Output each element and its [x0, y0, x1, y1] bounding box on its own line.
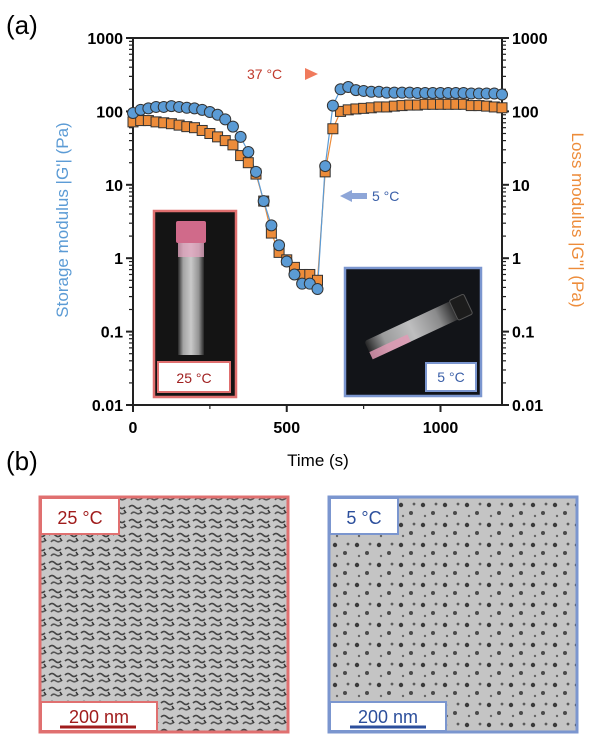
tem-cold-label: 5 °C	[346, 508, 381, 528]
right-y-axis-title: Loss modulus |G''| (Pa)	[568, 133, 587, 308]
annotation-37c: 37 °C	[247, 66, 318, 82]
vial-cap	[176, 221, 206, 243]
x-tick-label: 1000	[423, 420, 459, 437]
storage-modulus-point	[319, 160, 332, 173]
vial-body	[178, 243, 204, 355]
left-y-axis-title: Storage modulus |G'| (Pa)	[53, 122, 72, 317]
y-tick-label-right: 100	[512, 104, 539, 121]
loss-modulus-points	[127, 98, 508, 286]
x-axis-title: Time (s)	[287, 451, 349, 470]
y-tick-label-right: 0.1	[512, 325, 534, 342]
tem-warm-frame	[38, 495, 290, 734]
y-axis-ticks: 1000 1000 100 100 10 10 1 1 0.1 0.1 0.01 0.01	[87, 31, 547, 415]
tem-warm-label-box	[40, 497, 120, 535]
y-tick-label-right: 1000	[512, 31, 548, 48]
arrow-right-icon	[292, 68, 318, 80]
storage-modulus-point	[257, 195, 270, 208]
annotation-37c-text: 37 °C	[247, 66, 282, 82]
storage-modulus-points	[127, 80, 508, 296]
inset-warm-label: 25 °C	[176, 370, 211, 386]
storage-modulus-point	[496, 88, 508, 101]
storage-modulus-point	[288, 268, 301, 281]
storage-modulus-point	[219, 113, 232, 126]
y-tick-label-right: 1	[512, 251, 521, 268]
storage-modulus-point	[234, 130, 247, 143]
tem-cold-frame	[327, 495, 579, 734]
tem-image-cold: 5 °C 200 nm	[327, 495, 579, 734]
y-tick-label-left: 1000	[87, 31, 123, 48]
y-tick-label-left: 0.1	[101, 325, 123, 342]
vial-liquid	[369, 334, 411, 360]
loss-modulus-point	[496, 102, 508, 114]
y-tick-label-left: 1	[114, 251, 123, 268]
loss-modulus-point	[327, 123, 339, 135]
tem-cold-scale-text: 200 nm	[358, 707, 418, 727]
storage-modulus-point	[326, 99, 339, 112]
vial-cap-dark	[449, 293, 473, 321]
arrow-left-icon	[340, 190, 367, 202]
y-tick-label-right: 10	[512, 178, 530, 195]
loss-modulus-point	[242, 157, 254, 169]
tem-warm-scale-text: 200 nm	[69, 707, 129, 727]
storage-modulus-point	[273, 239, 286, 252]
inset-cold-label: 5 °C	[437, 369, 464, 385]
y-tick-label-left: 100	[96, 104, 123, 121]
x-axis-ticks: 0 500 1000	[129, 405, 459, 437]
vial-gel	[178, 243, 204, 257]
annotation-5c-text: 5 °C	[372, 188, 399, 204]
tem-cold-label-box	[329, 497, 399, 535]
panel-b-label: (b)	[6, 446, 38, 476]
tem-image-warm: 25 °C 200 nm	[38, 495, 290, 734]
inset-cold-vial: 5 °C	[343, 266, 483, 398]
storage-modulus-point	[242, 145, 255, 158]
y-tick-label-right: 0.01	[512, 398, 543, 415]
x-tick-label: 0	[129, 420, 138, 437]
y-tick-label-left: 10	[105, 178, 123, 195]
inset-cold-label-box	[425, 362, 477, 392]
panel-a-label: (a)	[6, 10, 38, 40]
inset-warm-vial: 25 °C	[152, 209, 238, 399]
storage-modulus-point	[265, 219, 278, 232]
inset-warm-label-box	[157, 361, 231, 393]
y-tick-label-left: 0.01	[92, 398, 123, 415]
x-tick-label: 500	[273, 420, 300, 437]
annotation-5c: 5 °C	[340, 188, 399, 204]
storage-modulus-point	[226, 120, 239, 133]
storage-modulus-point	[311, 283, 324, 296]
plot-frame	[132, 37, 503, 406]
storage-modulus-point	[250, 165, 262, 178]
storage-modulus-point	[280, 255, 293, 268]
loss-modulus-point	[227, 139, 239, 151]
tem-warm-label: 25 °C	[57, 508, 102, 528]
